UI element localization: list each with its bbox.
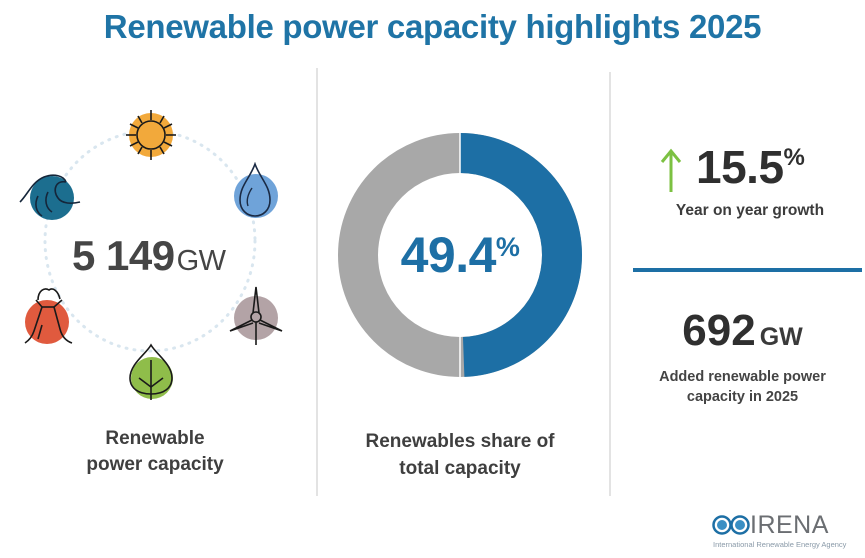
added-label-line1: Added renewable power xyxy=(659,369,826,385)
logo-subtitle: International Renewable Energy Agency xyxy=(713,540,847,549)
capacity-label-line1: Renewable xyxy=(105,428,205,449)
share-percent-sign: % xyxy=(495,232,520,262)
total-capacity-value: 5 149GW xyxy=(72,232,226,280)
share-label: Renewables share of total capacity xyxy=(330,428,590,482)
growth-value-row: 15.5% xyxy=(660,140,805,194)
share-donut-chart xyxy=(338,133,582,377)
geothermal-icon xyxy=(24,288,73,344)
growth-label: Year on year growth xyxy=(675,202,825,219)
capacity-unit: GW xyxy=(176,245,226,277)
divider-left xyxy=(316,68,318,496)
bioenergy-icon xyxy=(129,343,173,400)
divider-right xyxy=(609,72,611,496)
solar-icon xyxy=(126,110,176,160)
page-title: Renewable power capacity highlights 2025 xyxy=(103,8,762,45)
hydropower-icon xyxy=(234,162,278,218)
wind-icon xyxy=(229,286,283,345)
globe-infinity-icon xyxy=(712,515,750,535)
logo-wordmark: IRENA xyxy=(750,511,829,539)
section-separator xyxy=(633,268,862,272)
capacity-label: Renewable power capacity xyxy=(60,426,250,478)
growth-value: 15.5% xyxy=(696,141,805,193)
share-label-line2: total capacity xyxy=(399,458,521,479)
share-percentage: 49.4% xyxy=(335,226,585,284)
added-number: 692 xyxy=(682,306,756,355)
added-unit: GW xyxy=(759,323,803,351)
growth-number: 15.5 xyxy=(696,141,784,193)
growth-percent-sign: % xyxy=(783,144,805,171)
share-label-line1: Renewables share of xyxy=(365,431,555,452)
arrow-up-icon xyxy=(660,148,682,192)
capacity-label-line2: power capacity xyxy=(86,454,224,475)
marine-icon xyxy=(19,174,81,220)
added-label-line2: capacity in 2025 xyxy=(686,389,799,405)
share-value: 49.4 xyxy=(400,227,497,283)
capacity-number: 5 149 xyxy=(72,232,175,279)
added-capacity-value: 692 GW xyxy=(640,306,845,356)
added-capacity-label: Added renewable power capacity in 2025 xyxy=(630,367,855,407)
